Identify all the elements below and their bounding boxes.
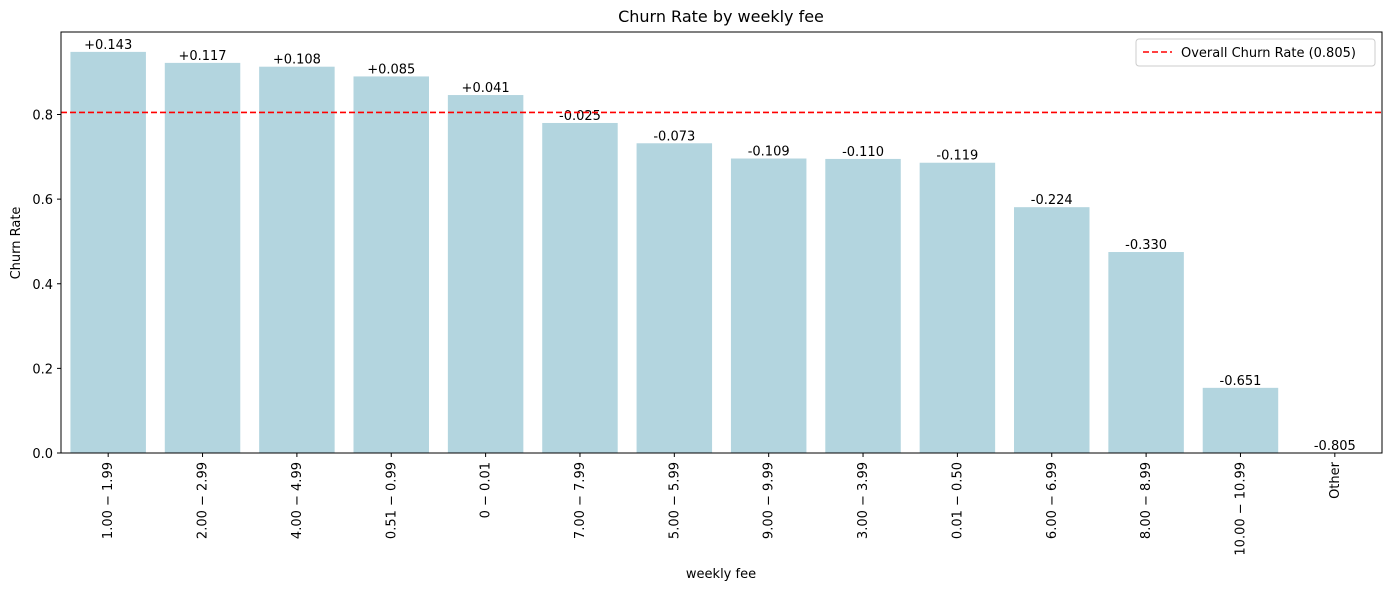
y-ticks-group: 0.0 0.2 0.4 0.6 0.8: [32, 109, 61, 462]
x-tick-label: 8.00 − 8.99: [1139, 462, 1154, 539]
bar: [164, 62, 241, 453]
y-tick-label: 0.0: [32, 447, 53, 462]
bar-data-label: +0.117: [178, 49, 226, 64]
x-tick-label: 1.00 − 1.99: [101, 462, 116, 539]
y-tick-label: 0.4: [32, 278, 53, 293]
x-tick-label: 9.00 − 9.99: [762, 462, 777, 539]
bar: [1014, 207, 1090, 453]
chart-title: Churn Rate by weekly fee: [618, 7, 824, 26]
bar-data-label: -0.109: [748, 145, 790, 160]
x-tick-label: 0.01 − 0.50: [950, 462, 965, 539]
x-tick-label: 0 − 0.01: [479, 462, 494, 518]
bar: [542, 122, 618, 453]
bar: [353, 76, 429, 454]
bar: [1202, 387, 1279, 453]
y-axis-label: Churn Rate: [9, 207, 24, 280]
bar: [447, 95, 524, 453]
bar: [825, 158, 901, 453]
data-labels-group: +0.143 +0.117 +0.108 +0.085 +0.041 -0.025 -0.0…: [84, 38, 1356, 454]
x-tick-label: 0.51 − 0.99: [384, 462, 399, 539]
bar-data-label: -0.025: [559, 109, 601, 124]
bar-data-label: -0.805: [1314, 439, 1356, 454]
legend-label: Overall Churn Rate (0.805): [1181, 46, 1356, 61]
bar-data-label: -0.224: [1031, 193, 1073, 208]
bars-group: [70, 51, 1279, 454]
bar-data-label: +0.041: [462, 81, 510, 96]
bar: [70, 51, 146, 453]
x-tick-label: 5.00 − 5.99: [667, 462, 682, 539]
x-ticks-group: 1.00 − 1.99 2.00 − 2.99 4.00 − 4.99 0.51 − …: [101, 453, 1343, 556]
bar: [730, 158, 807, 454]
x-tick-label: 3.00 − 3.99: [856, 462, 871, 539]
bar: [1108, 252, 1184, 453]
bar-data-label: -0.073: [653, 129, 695, 144]
x-tick-label: 6.00 − 6.99: [1045, 462, 1060, 539]
x-axis-label: weekly fee: [686, 567, 756, 582]
x-tick-label: 4.00 − 4.99: [290, 462, 305, 539]
bar-data-label: -0.651: [1220, 374, 1262, 389]
plot-frame: [60, 31, 1383, 454]
x-tick-label: Other: [1328, 461, 1343, 499]
bar: [636, 143, 713, 453]
y-tick-label: 0.8: [32, 109, 53, 124]
x-tick-label: 2.00 − 2.99: [196, 462, 211, 539]
bar-data-label: +0.085: [367, 62, 415, 77]
y-tick-label: 0.2: [32, 362, 53, 377]
bar: [919, 162, 996, 453]
legend: Overall Churn Rate (0.805): [1135, 38, 1376, 67]
bar: [259, 66, 335, 453]
bar-data-label: +0.108: [273, 53, 321, 68]
bar-data-label: +0.143: [84, 38, 132, 53]
x-tick-label: 10.00 − 10.99: [1233, 462, 1248, 556]
bar-data-label: -0.110: [842, 145, 884, 160]
bar-data-label: -0.119: [936, 149, 978, 164]
y-tick-label: 0.6: [32, 193, 53, 208]
bar-data-label: -0.330: [1125, 238, 1167, 253]
legend-box: [1135, 38, 1376, 67]
x-tick-label: 7.00 − 7.99: [573, 462, 588, 539]
